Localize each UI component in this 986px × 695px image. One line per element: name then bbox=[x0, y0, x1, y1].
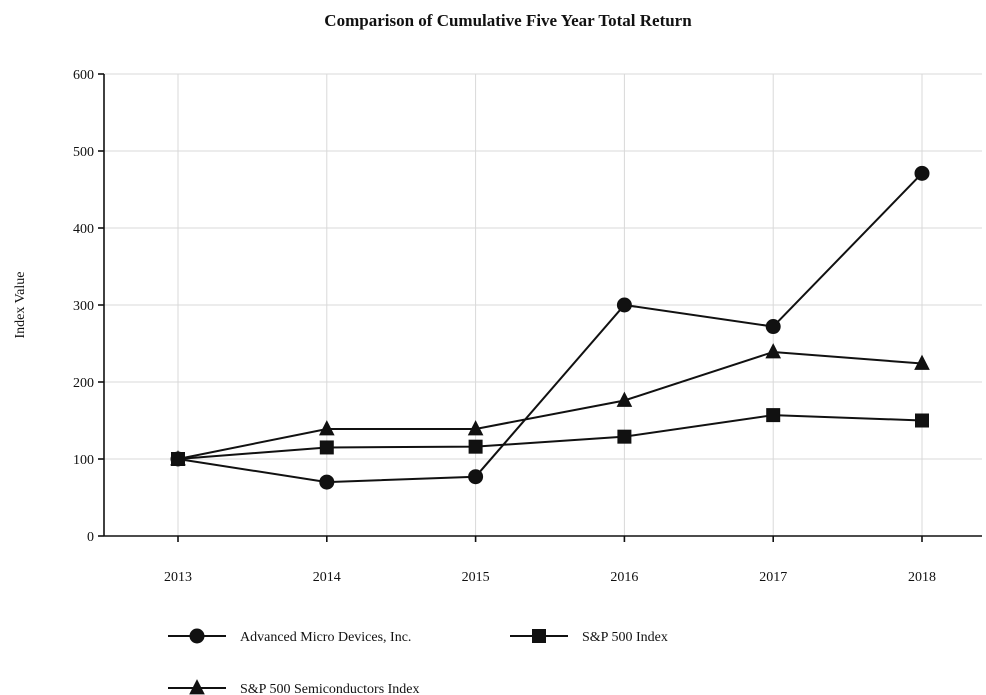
data-point bbox=[468, 439, 483, 454]
grid bbox=[104, 73, 982, 536]
y-tick-label: 400 bbox=[73, 222, 94, 237]
data-point bbox=[467, 420, 484, 436]
x-tick-label: 2016 bbox=[610, 570, 638, 585]
data-point bbox=[319, 440, 334, 455]
x-tick-label: 2013 bbox=[164, 570, 192, 585]
data-point bbox=[468, 469, 484, 485]
legend-label: Advanced Micro Devices, Inc. bbox=[240, 630, 411, 645]
series-3 bbox=[170, 343, 930, 466]
y-tick-label: 600 bbox=[73, 68, 94, 83]
axes: 0 100 200 300 400 500 600 2013 2014 2015 2016 2017 2… bbox=[73, 68, 982, 585]
data-point bbox=[318, 420, 335, 436]
series-line bbox=[177, 414, 923, 460]
data-point bbox=[617, 429, 632, 444]
y-tick-label: 500 bbox=[73, 145, 94, 160]
series-layer bbox=[170, 165, 930, 490]
y-tick-label: 0 bbox=[87, 530, 94, 545]
series-line bbox=[177, 350, 923, 460]
data-point bbox=[319, 474, 335, 490]
y-tick-label: 100 bbox=[73, 453, 94, 468]
legend-item: S&P 500 Semiconductors Index bbox=[168, 679, 420, 695]
data-point bbox=[915, 413, 929, 428]
legend-label: S&P 500 Semiconductors Index bbox=[240, 682, 420, 695]
data-point bbox=[616, 391, 633, 407]
legend-marker bbox=[189, 679, 205, 695]
data-point bbox=[766, 408, 781, 423]
data-point bbox=[765, 319, 781, 335]
data-point bbox=[914, 165, 930, 181]
y-axis-label: Index Value bbox=[13, 272, 28, 339]
legend-marker bbox=[532, 629, 546, 643]
legend-marker bbox=[189, 628, 205, 644]
x-tick-label: 2018 bbox=[908, 570, 936, 585]
data-point bbox=[616, 297, 632, 313]
y-tick-label: 200 bbox=[73, 376, 94, 391]
x-tick-label: 2017 bbox=[759, 570, 787, 585]
legend-item: S&P 500 Index bbox=[510, 629, 668, 645]
y-tick-label: 300 bbox=[73, 299, 94, 314]
series-line bbox=[177, 172, 923, 484]
data-point bbox=[170, 450, 186, 466]
legend-label: S&P 500 Index bbox=[582, 630, 668, 645]
chart-title: Comparison of Cumulative Five Year Total… bbox=[324, 11, 692, 30]
legend: Advanced Micro Devices, Inc. S&P 500 Inde… bbox=[168, 628, 668, 695]
series-2 bbox=[171, 408, 929, 466]
x-tick-label: 2014 bbox=[313, 570, 341, 585]
data-point bbox=[765, 343, 782, 359]
legend-item: Advanced Micro Devices, Inc. bbox=[168, 628, 411, 645]
x-tick-label: 2015 bbox=[462, 570, 490, 585]
data-point bbox=[914, 354, 930, 370]
